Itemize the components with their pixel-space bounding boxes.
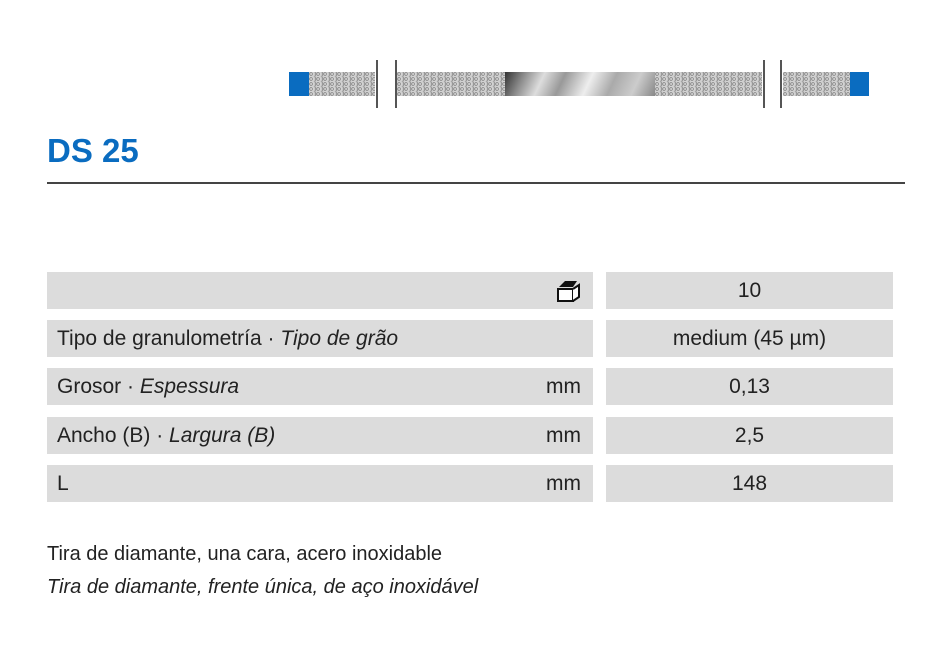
value-cell: 10 [606, 272, 893, 309]
value-cell: 148 [606, 465, 893, 502]
description-es: Tira de diamante, una cara, acero inoxid… [47, 543, 443, 565]
row-label: Grosor · [57, 375, 140, 398]
row-label: Ancho (B) · [57, 424, 170, 447]
unit: mm [546, 424, 581, 447]
row-label-pt: Espessura [139, 375, 240, 398]
description-pt: Tira de diamante, frente única, de aço i… [47, 576, 479, 598]
unit: mm [546, 375, 581, 398]
table-row: Ancho (B) · Largura (B) mm [47, 417, 593, 454]
value-cell: 2,5 [606, 417, 893, 454]
table-row: Grosor · Espessura mm [47, 368, 593, 405]
row-label-pt: Largura (B) [169, 424, 276, 447]
page-title: DS 25 [47, 132, 139, 169]
value-cell: medium (45 µm) [606, 320, 893, 357]
unit: mm [546, 472, 581, 495]
table-row: Tipo de granulometría · Tipo de grão [47, 320, 593, 357]
row-label: Tipo de granulometría · [57, 327, 281, 350]
value-cell: 0,13 [606, 368, 893, 405]
divider [47, 182, 905, 184]
row-label: L [57, 472, 69, 495]
package-box-icon [557, 281, 580, 302]
row-label-pt: Tipo de grão [280, 327, 399, 350]
table-row [47, 272, 593, 309]
table-row: L mm [47, 465, 593, 502]
